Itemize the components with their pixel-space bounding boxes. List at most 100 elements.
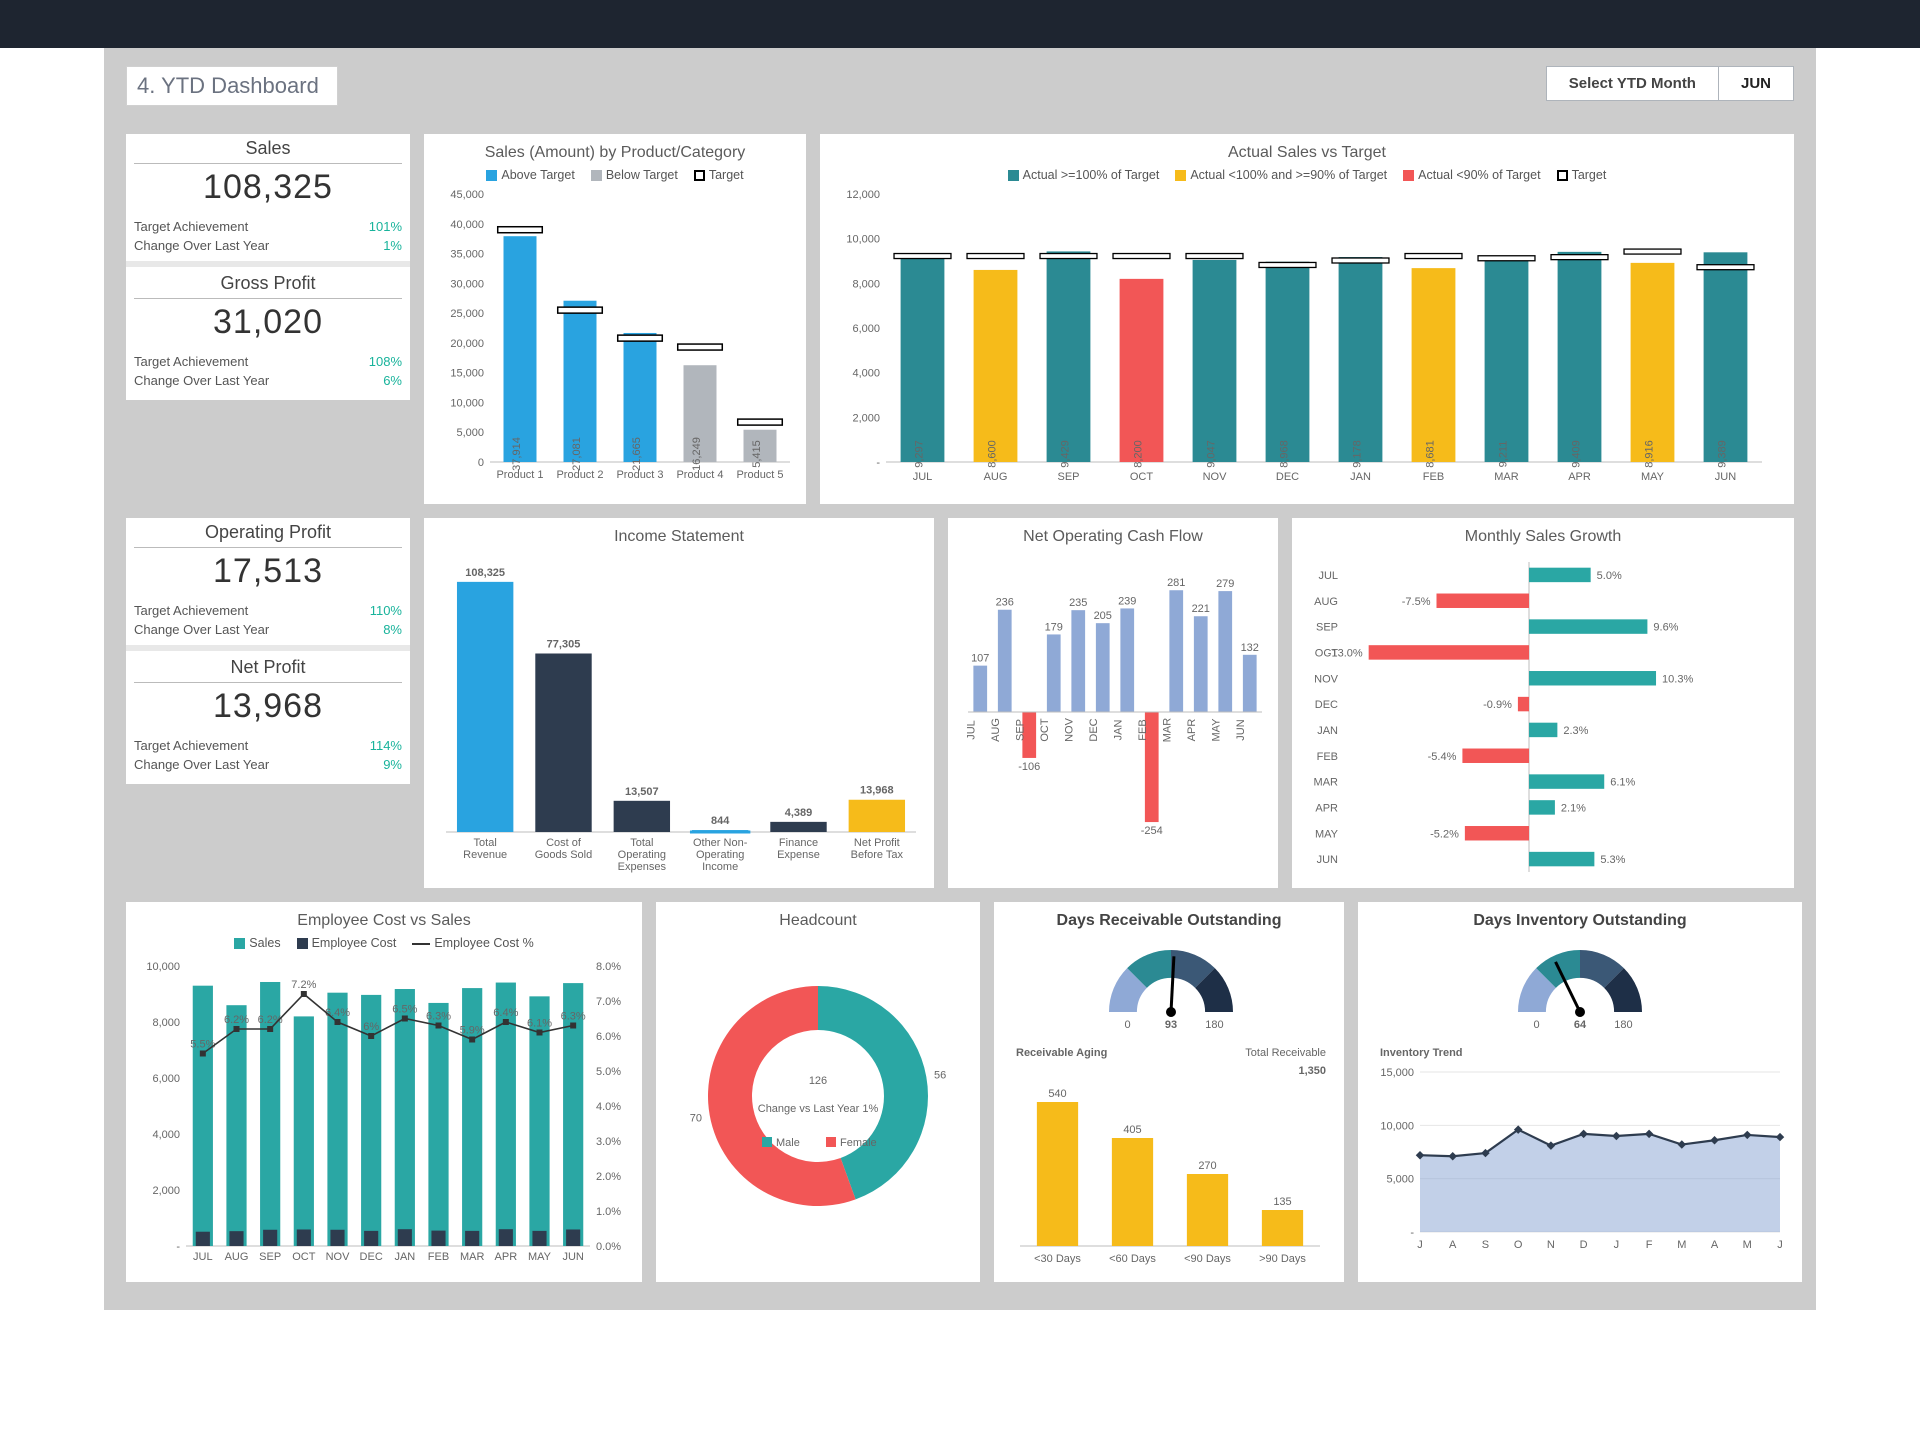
svg-text:JAN: JAN xyxy=(394,1251,415,1263)
dso-chart: 018093Receivable AgingTotal Receivable1,… xyxy=(1006,936,1336,1276)
svg-text:N: N xyxy=(1547,1239,1555,1251)
svg-text:J: J xyxy=(1614,1239,1620,1251)
sales-by-product-chart: 05,00010,00015,00020,00025,00030,00035,0… xyxy=(436,182,796,492)
svg-text:APR: APR xyxy=(495,1251,518,1263)
svg-text:37,914: 37,914 xyxy=(511,437,523,471)
svg-text:15,000: 15,000 xyxy=(450,368,484,380)
svg-text:<30 Days: <30 Days xyxy=(1034,1253,1081,1265)
svg-text:NOV: NOV xyxy=(1314,673,1339,685)
svg-text:108,325: 108,325 xyxy=(465,567,505,579)
svg-text:235: 235 xyxy=(1069,597,1087,609)
svg-text:135: 135 xyxy=(1273,1196,1291,1208)
svg-text:8.0%: 8.0% xyxy=(596,961,621,973)
svg-text:8,968: 8,968 xyxy=(1279,440,1291,468)
month-selector[interactable]: Select YTD Month JUN xyxy=(1546,66,1794,101)
svg-text:5.3%: 5.3% xyxy=(1600,854,1625,866)
svg-text:13,968: 13,968 xyxy=(860,785,894,797)
svg-text:DEC: DEC xyxy=(1315,699,1338,711)
svg-text:7.0%: 7.0% xyxy=(596,996,621,1008)
svg-text:9,047: 9,047 xyxy=(1206,440,1218,468)
svg-text:4.0%: 4.0% xyxy=(596,1101,621,1113)
svg-text:8,600: 8,600 xyxy=(987,440,999,468)
svg-text:10,000: 10,000 xyxy=(846,234,880,246)
svg-text:Change vs Last Year 1%: Change vs Last Year 1% xyxy=(758,1103,879,1115)
emp-cost-card: Employee Cost vs Sales SalesEmployee Cos… xyxy=(126,902,642,1282)
svg-text:Expense: Expense xyxy=(777,849,820,861)
dio-chart: 018064Inventory Trend -5,00010,00015,000… xyxy=(1370,936,1790,1276)
dso-card: Days Receivable Outstanding 018093Receiv… xyxy=(994,902,1344,1282)
svg-text:180: 180 xyxy=(1614,1019,1632,1031)
svg-text:279: 279 xyxy=(1216,578,1234,590)
svg-text:J: J xyxy=(1777,1239,1783,1251)
svg-text:-0.9%: -0.9% xyxy=(1483,699,1512,711)
top-bar xyxy=(0,0,1920,48)
svg-text:MAY: MAY xyxy=(1315,828,1339,840)
svg-text:Product 2: Product 2 xyxy=(556,469,603,481)
svg-text:NOV: NOV xyxy=(1203,471,1228,483)
svg-text:-: - xyxy=(876,457,880,469)
svg-text:MAR: MAR xyxy=(460,1251,485,1263)
svg-text:-: - xyxy=(176,1241,180,1253)
month-selector-value[interactable]: JUN xyxy=(1719,66,1794,101)
svg-text:6.3%: 6.3% xyxy=(561,1011,586,1023)
svg-text:FEB: FEB xyxy=(428,1251,449,1263)
svg-text:0: 0 xyxy=(478,457,484,469)
svg-text:6,000: 6,000 xyxy=(852,323,880,335)
svg-text:7.2%: 7.2% xyxy=(291,979,316,991)
svg-text:SEP: SEP xyxy=(1316,622,1338,634)
svg-text:236: 236 xyxy=(996,597,1014,609)
svg-text:MAR: MAR xyxy=(1494,471,1519,483)
cashflow-card: Net Operating Cash Flow 107JUL236AUG-106… xyxy=(948,518,1278,888)
svg-text:JUN: JUN xyxy=(1317,854,1338,866)
svg-text:239: 239 xyxy=(1118,595,1136,607)
svg-text:JUN: JUN xyxy=(1715,471,1736,483)
svg-text:6.2%: 6.2% xyxy=(224,1014,249,1026)
svg-text:205: 205 xyxy=(1094,610,1112,622)
kpi-gp-title: Gross Profit xyxy=(134,273,402,299)
actual-vs-target-legend: Actual >=100% of TargetActual <100% and … xyxy=(832,168,1782,182)
svg-text:AUG: AUG xyxy=(984,471,1008,483)
svg-text:221: 221 xyxy=(1192,603,1210,615)
svg-text:DEC: DEC xyxy=(1088,718,1100,741)
svg-text:D: D xyxy=(1580,1239,1588,1251)
svg-text:93: 93 xyxy=(1165,1019,1177,1031)
svg-text:Product 5: Product 5 xyxy=(736,469,783,481)
svg-text:5,000: 5,000 xyxy=(1386,1174,1414,1186)
svg-text:MAY: MAY xyxy=(1210,718,1222,742)
svg-text:Before Tax: Before Tax xyxy=(851,849,904,861)
svg-text:8,000: 8,000 xyxy=(852,278,880,290)
svg-text:5.5%: 5.5% xyxy=(190,1039,215,1051)
svg-text:5,000: 5,000 xyxy=(456,427,484,439)
growth-chart: JUL5.0%AUG-7.5%SEP9.6%OCT-13.0%NOV10.3%D… xyxy=(1304,552,1770,882)
svg-text:9,211: 9,211 xyxy=(1498,441,1510,468)
svg-text:Finance: Finance xyxy=(779,837,818,849)
svg-text:540: 540 xyxy=(1048,1088,1066,1100)
svg-text:Income: Income xyxy=(702,861,738,873)
svg-text:844: 844 xyxy=(711,815,730,827)
svg-text:Product 3: Product 3 xyxy=(616,469,663,481)
svg-text:9,178: 9,178 xyxy=(1352,440,1364,468)
svg-text:6.5%: 6.5% xyxy=(392,1004,417,1016)
sales-by-product-title: Sales (Amount) by Product/Category xyxy=(436,144,794,162)
svg-text:-: - xyxy=(1410,1227,1414,1239)
svg-text:15,000: 15,000 xyxy=(1380,1067,1414,1079)
svg-text:4,000: 4,000 xyxy=(152,1129,180,1141)
svg-text:-5.4%: -5.4% xyxy=(1428,751,1457,763)
svg-text:<60 Days: <60 Days xyxy=(1109,1253,1156,1265)
svg-text:Net Profit: Net Profit xyxy=(854,837,900,849)
svg-text:70: 70 xyxy=(690,1113,702,1125)
svg-text:-5.2%: -5.2% xyxy=(1430,828,1459,840)
svg-text:2.1%: 2.1% xyxy=(1561,802,1586,814)
svg-text:56: 56 xyxy=(934,1069,946,1081)
svg-text:O: O xyxy=(1514,1239,1523,1251)
svg-text:Receivable Aging: Receivable Aging xyxy=(1016,1047,1107,1059)
svg-text:35,000: 35,000 xyxy=(450,249,484,261)
svg-text:MAR: MAR xyxy=(1161,718,1173,743)
svg-text:Operating: Operating xyxy=(696,849,744,861)
svg-text:JAN: JAN xyxy=(1112,720,1124,741)
svg-text:-254: -254 xyxy=(1141,825,1163,837)
svg-text:10.3%: 10.3% xyxy=(1662,673,1693,685)
svg-text:179: 179 xyxy=(1045,621,1063,633)
svg-text:0: 0 xyxy=(1534,1019,1540,1031)
svg-text:6.4%: 6.4% xyxy=(325,1007,350,1019)
